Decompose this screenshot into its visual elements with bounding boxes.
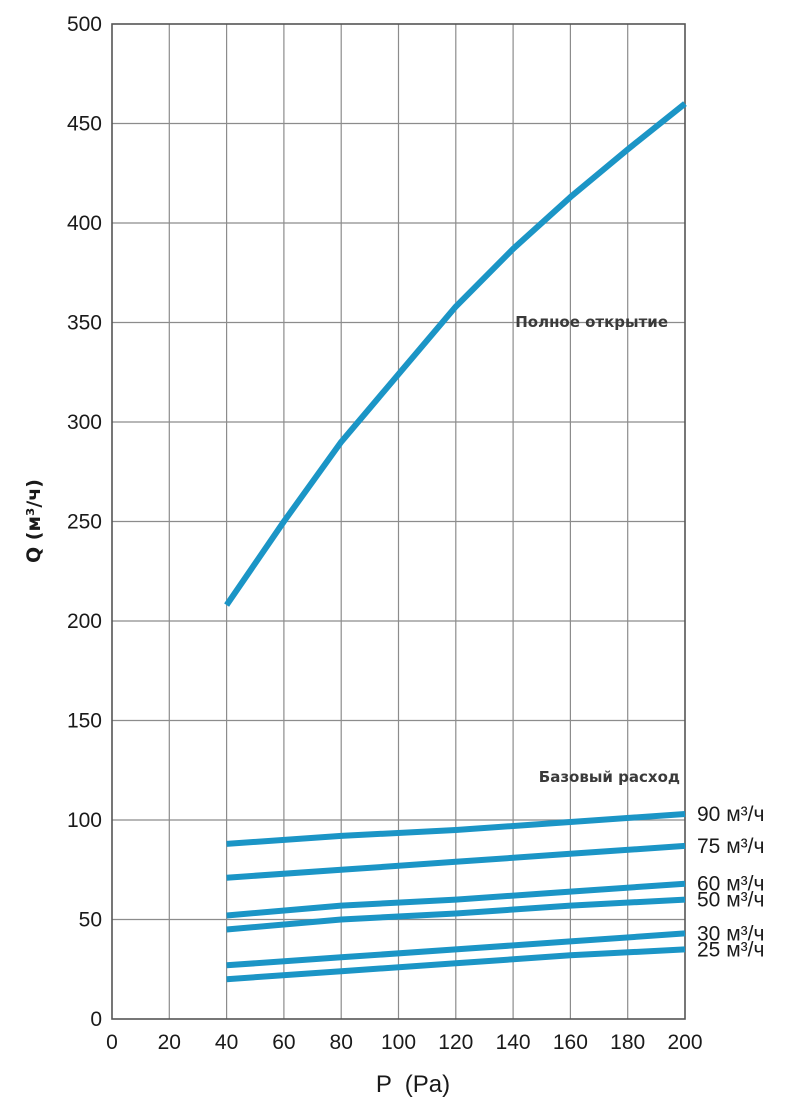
series-label: 50 м³/ч — [697, 889, 764, 912]
series-line — [226, 896, 686, 933]
y-tick-label: 0 — [90, 1008, 102, 1031]
grid — [112, 24, 685, 1019]
x-tick-label: 20 — [158, 1031, 181, 1054]
x-tick-label: 120 — [438, 1031, 473, 1054]
annotation-base-flow: Базовый расход — [539, 768, 680, 786]
x-tick-label: 80 — [330, 1031, 353, 1054]
series-line — [226, 880, 686, 919]
x-tick-label: 140 — [496, 1031, 531, 1054]
series-line — [224, 101, 687, 607]
y-tick-label: 200 — [67, 610, 102, 633]
series-lines — [224, 101, 687, 983]
y-tick-label: 300 — [67, 411, 102, 434]
x-tick-label: 180 — [610, 1031, 645, 1054]
plot-frame — [111, 23, 686, 1020]
series-line — [226, 946, 686, 983]
y-tick-label: 500 — [67, 13, 102, 36]
x-tick-label: 200 — [667, 1031, 702, 1054]
x-tick-label: 160 — [553, 1031, 588, 1054]
y-tick-label: 400 — [67, 212, 102, 235]
y-tick-labels: 0 50 100 150 200 250 300 350 400 450 500 — [67, 13, 102, 1031]
series-line — [226, 930, 686, 969]
series-label: 30 м³/ч — [697, 922, 764, 945]
y-tick-label: 100 — [67, 809, 102, 832]
x-tick-label: 40 — [215, 1031, 238, 1054]
series-label: 90 м³/ч — [697, 803, 764, 826]
series-label: 25 м³/ч — [697, 938, 764, 961]
series-labels: 90 м³/ч 75 м³/ч 60 м³/ч50 м³/ч 30 м³/ч25 м³… — [697, 803, 764, 961]
y-tick-label: 150 — [67, 710, 102, 733]
x-tick-label: 100 — [381, 1031, 416, 1054]
y-tick-label: 350 — [67, 312, 102, 335]
series-line — [226, 842, 686, 881]
annotation-full-open: Полное открытие — [515, 313, 668, 331]
y-axis-title: Q (м³/ч) — [23, 479, 45, 563]
x-tick-label: 60 — [272, 1031, 295, 1054]
x-axis-title: P (Pa) — [376, 1071, 450, 1098]
x-tick-labels: 0 20 40 60 80 100 120 140 160 180 200 — [106, 1031, 702, 1054]
x-tick-label: 0 — [106, 1031, 118, 1054]
y-tick-label: 450 — [67, 113, 102, 136]
series-label: 75 м³/ч — [697, 835, 764, 858]
series-label: 60 м³/ч — [697, 873, 764, 896]
series-line — [226, 811, 686, 847]
y-tick-label: 50 — [79, 909, 102, 932]
y-tick-label: 250 — [67, 511, 102, 534]
